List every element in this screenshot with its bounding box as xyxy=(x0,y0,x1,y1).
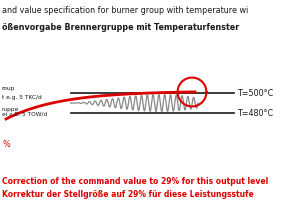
Text: ößenvorgabe Brennergruppe mit Temperaturfenster: ößenvorgabe Brennergruppe mit Temperatur… xyxy=(2,23,240,32)
Text: roup: roup xyxy=(2,86,15,91)
Text: T=500°C: T=500°C xyxy=(237,88,273,98)
Text: Korrektur der Stellgröße auf 29% für diese Leistungsstufe: Korrektur der Stellgröße auf 29% für die… xyxy=(2,190,254,199)
Text: and value specification for burner group with temperature wi: and value specification for burner group… xyxy=(2,6,249,15)
Text: ei z.B. 5 TOW/d: ei z.B. 5 TOW/d xyxy=(2,112,47,116)
Text: Correction of the command value to 29% for this output level: Correction of the command value to 29% f… xyxy=(2,177,269,186)
Text: t e.g. 5 TKC/d: t e.g. 5 TKC/d xyxy=(2,96,41,100)
Text: ruppe: ruppe xyxy=(2,106,19,112)
Text: T=480°C: T=480°C xyxy=(237,108,273,117)
Text: %: % xyxy=(2,140,10,149)
